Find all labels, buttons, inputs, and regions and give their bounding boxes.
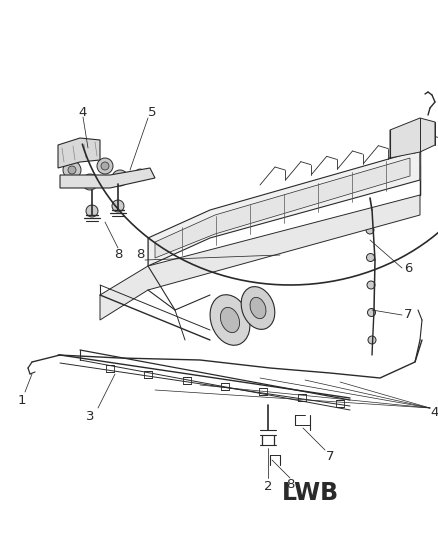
Text: 2: 2 (264, 480, 272, 492)
Circle shape (367, 281, 375, 289)
Text: 3: 3 (86, 409, 94, 423)
Circle shape (86, 205, 98, 217)
Circle shape (87, 179, 93, 185)
Text: 4: 4 (431, 407, 438, 419)
Ellipse shape (220, 308, 240, 333)
Text: 6: 6 (404, 262, 412, 274)
Text: LWB: LWB (282, 481, 339, 505)
Polygon shape (60, 168, 155, 188)
Polygon shape (58, 138, 100, 168)
Text: 7: 7 (326, 449, 334, 463)
Text: 7: 7 (404, 309, 412, 321)
Circle shape (117, 175, 123, 181)
Text: 1: 1 (18, 393, 26, 407)
Text: 4: 4 (79, 106, 87, 118)
Circle shape (366, 226, 374, 234)
Polygon shape (390, 118, 435, 158)
Circle shape (101, 162, 109, 170)
Ellipse shape (241, 287, 275, 329)
Circle shape (97, 158, 113, 174)
Polygon shape (155, 158, 410, 258)
Text: 8: 8 (114, 247, 122, 261)
Circle shape (63, 161, 81, 179)
Text: 5: 5 (148, 107, 156, 119)
Circle shape (367, 254, 374, 262)
Polygon shape (100, 195, 420, 320)
Circle shape (368, 336, 376, 344)
Circle shape (367, 309, 375, 317)
Text: 8: 8 (136, 248, 144, 262)
Polygon shape (148, 150, 420, 266)
Circle shape (68, 166, 76, 174)
Ellipse shape (250, 297, 266, 319)
Text: 8: 8 (286, 478, 294, 490)
Circle shape (112, 170, 128, 186)
Circle shape (82, 174, 98, 190)
Ellipse shape (210, 295, 250, 345)
Circle shape (135, 169, 145, 179)
Circle shape (112, 200, 124, 212)
